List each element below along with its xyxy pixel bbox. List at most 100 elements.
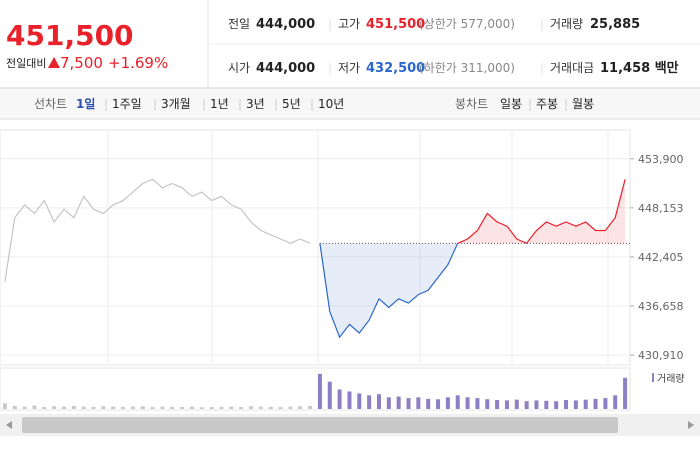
volume-bar: [150, 407, 155, 409]
volume-bar: [130, 406, 135, 409]
volume-bar: [317, 373, 322, 409]
stat-value: 444,000: [256, 17, 315, 32]
volume-bar: [613, 395, 618, 409]
y-tick-label: 442,405: [638, 251, 684, 264]
volume-bar: [61, 406, 66, 409]
tab[interactable]: 1년: [210, 97, 229, 111]
volume-bar: [426, 398, 431, 409]
up-arrow: [48, 57, 60, 68]
volume-bar: [249, 406, 254, 409]
scroll-left[interactable]: [6, 421, 12, 429]
tab[interactable]: 월봉: [572, 97, 594, 111]
volume-bar: [554, 401, 559, 409]
volume-bar: [583, 399, 588, 409]
stat-value: 451,500: [366, 17, 425, 32]
volume-bar: [593, 398, 598, 409]
volume-bar: [111, 406, 116, 409]
volume-bar: [544, 400, 549, 409]
volume-bar: [298, 406, 303, 409]
volume-bar: [219, 406, 224, 409]
volume-bar: [406, 398, 411, 409]
volume-bar: [189, 406, 194, 409]
volume-bar: [2, 403, 7, 409]
volume-bar: [357, 393, 362, 409]
stat-value: 25,885: [590, 17, 640, 32]
tab-group-label: 봉차트: [455, 97, 488, 111]
volume-bar: [386, 397, 391, 409]
volume-bar: [623, 377, 628, 409]
volume-bar: [258, 406, 263, 409]
volume-bar: [495, 400, 500, 409]
volume-bar: [91, 407, 96, 409]
y-tick-label: 453,900: [638, 153, 684, 166]
volume-bar: [42, 407, 47, 409]
stat-value: 432,500: [366, 61, 425, 76]
volume-bar: [347, 391, 352, 409]
volume-bar: [52, 406, 57, 409]
tab[interactable]: 3년: [246, 97, 265, 111]
time-grid: [107, 130, 609, 365]
volume-bar: [288, 406, 293, 409]
legend-swatch: [652, 373, 654, 382]
volume-bar: [504, 400, 509, 409]
stat-label: 거래량: [550, 17, 583, 31]
volume-bar: [603, 398, 608, 409]
volume-bar: [337, 389, 342, 409]
volume-bar: [180, 407, 185, 409]
volume-bar: [160, 406, 165, 409]
volume-bar: [514, 399, 519, 409]
tab[interactable]: 1일: [76, 97, 95, 111]
stat-value: 444,000: [256, 61, 315, 76]
volume-bar: [573, 400, 578, 409]
price: 451,500: [6, 19, 134, 52]
volume-bar: [81, 406, 86, 409]
price-line: [319, 179, 626, 339]
tab[interactable]: 1주일: [112, 97, 142, 111]
volume-bar: [239, 407, 244, 409]
volume-bar: [71, 405, 76, 409]
volume-bar: [170, 406, 175, 409]
stat-note: (하한가 311,000): [419, 61, 515, 75]
tab[interactable]: 3개월: [161, 97, 191, 111]
volume-bar: [475, 398, 480, 409]
tab[interactable]: 5년: [282, 97, 301, 111]
volume-bar: [396, 396, 401, 409]
volume-bar: [445, 397, 450, 409]
tab[interactable]: 주봉: [536, 97, 558, 111]
volume-bar: [376, 394, 381, 409]
volume-bar: [32, 405, 37, 409]
volume-frame: [0, 367, 631, 411]
volume-bar: [308, 405, 313, 409]
change-label: 전일대비: [6, 56, 46, 70]
volume-bar: [436, 399, 441, 409]
tab-bar: [0, 89, 700, 119]
stat-label: 전일: [228, 17, 250, 31]
tab-group-label: 선차트: [34, 97, 67, 111]
tab[interactable]: 10년: [318, 97, 344, 111]
price-line: [4, 178, 311, 282]
volume-bar: [416, 397, 421, 409]
change: 7,500: [60, 54, 103, 72]
volume-bar: [327, 381, 332, 409]
volume-label: 거래량: [657, 373, 685, 385]
volume-bar: [278, 407, 283, 409]
volume-bar: [121, 406, 126, 409]
stat-label: 시가: [228, 61, 250, 75]
stat-label: 고가: [338, 17, 360, 31]
change-pct: +1.69%: [108, 54, 168, 72]
scrollbar-thumb[interactable]: [22, 417, 618, 433]
tab[interactable]: 일봉: [500, 97, 522, 111]
y-tick-label: 430,910: [638, 349, 684, 362]
area: [319, 179, 626, 338]
scroll-right[interactable]: [688, 421, 694, 429]
stat-label: 저가: [338, 61, 360, 75]
volume-bar: [22, 406, 27, 409]
volume-bar: [199, 407, 204, 409]
stat-value: 11,458 백만: [600, 60, 679, 76]
y-tick-label: 448,153: [638, 202, 684, 215]
plot-frame: [0, 129, 631, 366]
volume-bar: [268, 406, 273, 409]
volume-bar: [455, 395, 460, 409]
volume-bar: [140, 406, 145, 409]
